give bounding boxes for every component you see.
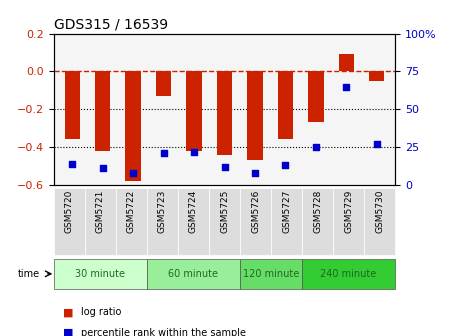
Bar xyxy=(156,72,171,96)
Bar xyxy=(369,72,384,81)
Text: GSM5725: GSM5725 xyxy=(220,190,229,233)
Text: GDS315 / 16539: GDS315 / 16539 xyxy=(54,17,168,31)
Bar xyxy=(247,72,263,160)
Text: GSM5730: GSM5730 xyxy=(375,190,384,233)
Text: 60 minute: 60 minute xyxy=(168,269,219,279)
Text: time: time xyxy=(18,269,40,279)
Point xyxy=(221,164,228,169)
Text: percentile rank within the sample: percentile rank within the sample xyxy=(81,328,246,336)
Point xyxy=(282,162,289,168)
Bar xyxy=(65,72,80,139)
Text: GSM5727: GSM5727 xyxy=(282,190,291,233)
Point xyxy=(69,161,76,166)
Point xyxy=(373,141,380,146)
Text: GSM5724: GSM5724 xyxy=(189,190,198,233)
Text: GSM5729: GSM5729 xyxy=(344,190,353,233)
Point xyxy=(343,84,350,89)
Point xyxy=(129,170,136,175)
Text: GSM5721: GSM5721 xyxy=(96,190,105,233)
Text: ■: ■ xyxy=(63,307,73,318)
Bar xyxy=(186,72,202,151)
Bar xyxy=(308,72,324,122)
Bar xyxy=(95,72,110,151)
Bar xyxy=(339,54,354,72)
Text: GSM5728: GSM5728 xyxy=(313,190,322,233)
Point xyxy=(190,149,198,154)
Text: GSM5720: GSM5720 xyxy=(65,190,74,233)
Point xyxy=(251,170,259,175)
Bar xyxy=(125,72,141,181)
Point xyxy=(313,144,320,150)
Text: GSM5723: GSM5723 xyxy=(158,190,167,233)
Point xyxy=(160,150,167,156)
Text: ■: ■ xyxy=(63,328,73,336)
Text: 240 minute: 240 minute xyxy=(321,269,377,279)
Bar xyxy=(217,72,232,155)
Text: GSM5726: GSM5726 xyxy=(251,190,260,233)
Point xyxy=(99,165,106,171)
Text: 120 minute: 120 minute xyxy=(243,269,299,279)
Text: GSM5722: GSM5722 xyxy=(127,190,136,233)
Text: 30 minute: 30 minute xyxy=(75,269,125,279)
Text: log ratio: log ratio xyxy=(81,307,121,318)
Bar xyxy=(278,72,293,139)
